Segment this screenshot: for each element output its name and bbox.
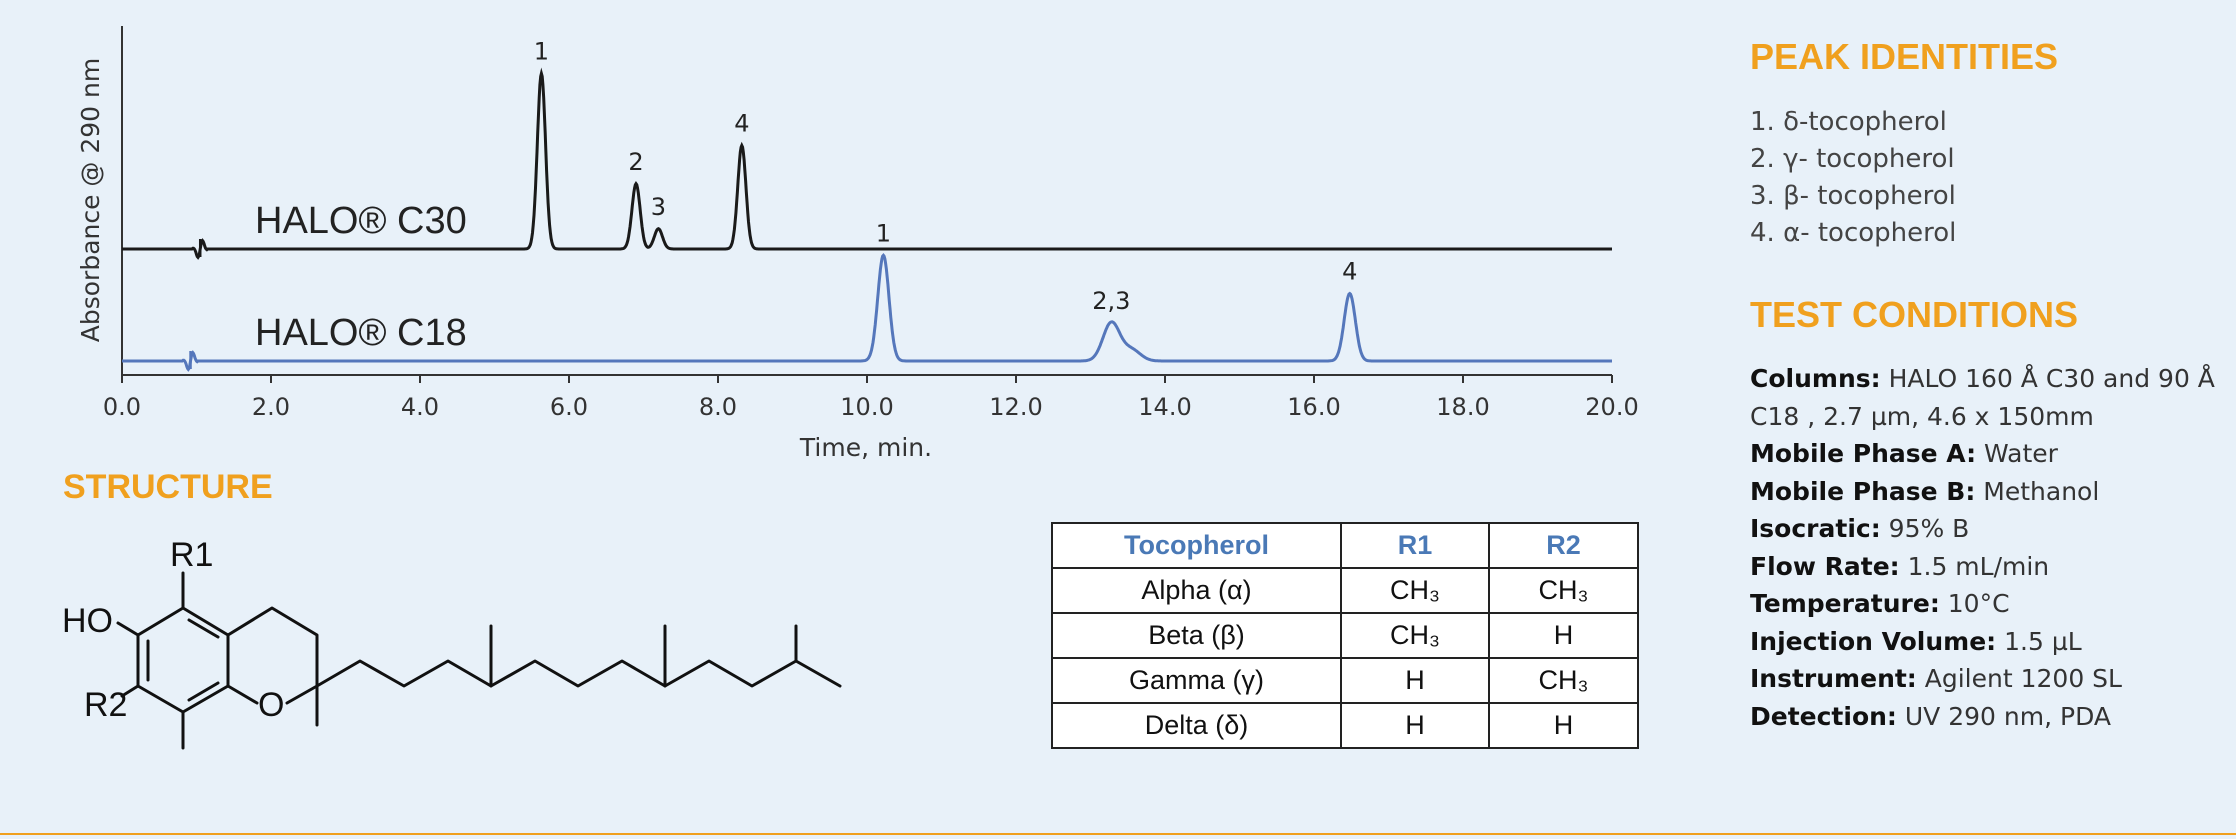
x-tick-label: 6.0 <box>550 393 588 421</box>
table-header-row: Tocopherol R1 R2 <box>1051 522 1639 569</box>
substituent-table: Tocopherol R1 R2 Alpha (α) CH₃ CH₃ Beta … <box>1051 522 1639 749</box>
test-condition-label: Detection: <box>1750 701 1897 731</box>
peak-label: 2 <box>628 148 643 176</box>
series-trace: 1 2,3 4 HALO® C18 <box>122 219 1612 372</box>
table-cell: Gamma (γ) <box>1051 657 1342 704</box>
test-condition-value: UV 290 nm, PDA <box>1896 701 2111 731</box>
test-conditions-heading: TEST CONDITIONS <box>1750 294 2079 335</box>
peak-identity-item: 1. δ-tocopherol <box>1750 107 1947 137</box>
x-tick-label: 12.0 <box>989 393 1042 421</box>
table-cell: H <box>1340 657 1490 704</box>
table-row: Beta (β) CH₃ H <box>1051 612 1639 659</box>
footer-divider <box>0 833 2236 835</box>
table-cell: H <box>1488 702 1639 749</box>
x-tick-label: 4.0 <box>401 393 439 421</box>
test-condition-label: Mobile Phase A: <box>1750 439 1977 468</box>
chromatogram-traces: 1 23 4 HALO® C30 1 2,3 4 HALO® C18 <box>122 38 1612 372</box>
x-axis-title: Time, min. <box>799 433 932 462</box>
hydroxyl-label: HO <box>62 602 113 640</box>
ring-oxygen-label: O <box>258 686 284 724</box>
x-axis-ticks: 0.0 2.0 4.0 6.0 8.0 10.0 12.0 14.0 16.0 18.0 20.0 <box>103 375 1639 421</box>
table-cell: Alpha (α) <box>1051 567 1342 614</box>
table-cell: H <box>1340 702 1490 749</box>
table-cell: CH₃ <box>1488 567 1639 614</box>
peak-label: 2,3 <box>1092 287 1130 315</box>
r1-label: R1 <box>170 536 213 574</box>
test-condition-value: Water <box>1976 439 2058 468</box>
table-cell: CH₃ <box>1340 567 1490 614</box>
peak-identity-item: 3. β- tocopherol <box>1750 181 1956 211</box>
x-tick-label: 10.0 <box>840 393 893 421</box>
table-row: Alpha (α) CH₃ CH₃ <box>1051 567 1639 614</box>
peak-identities-heading: PEAK IDENTITIES <box>1750 36 2059 77</box>
table-cell: Beta (β) <box>1051 612 1342 659</box>
test-condition-item: Instrument: Agilent 1200 SL <box>1750 660 2220 698</box>
column-header: R1 <box>1340 522 1490 569</box>
x-tick-label: 20.0 <box>1585 393 1638 421</box>
test-condition-value: 95% B <box>1880 514 1970 543</box>
test-condition-label: Columns: <box>1750 364 1881 393</box>
test-condition-label: Instrument: <box>1750 664 1917 693</box>
series-name-label: HALO® C18 <box>255 312 467 354</box>
table-row: Gamma (γ) H CH₃ <box>1051 657 1639 704</box>
structure-heading: STRUCTURE <box>63 468 273 506</box>
series-line <box>122 252 1612 372</box>
series-line <box>122 67 1612 260</box>
peak-label: 4 <box>1342 258 1357 286</box>
x-tick-label: 2.0 <box>252 393 290 421</box>
series-name-label: HALO® C30 <box>255 200 467 242</box>
x-tick-label: 14.0 <box>1138 393 1191 421</box>
table-row: Delta (δ) H H <box>1051 702 1639 749</box>
test-conditions-list: Columns: HALO 160 Å C30 and 90 Å C18 , 2… <box>1750 360 2220 735</box>
tocopherol-structure: R1 HO R2 O <box>62 536 842 750</box>
peak-label: 1 <box>534 38 549 66</box>
test-condition-label: Mobile Phase B: <box>1750 476 1976 506</box>
test-condition-item: Flow Rate: 1.5 mL/min <box>1750 548 2220 586</box>
phytyl-tail-bonds <box>315 659 842 688</box>
peak-label: 4 <box>734 110 749 138</box>
test-condition-label: Isocratic: <box>1750 514 1881 543</box>
test-condition-value: 1.5 mL/min <box>1899 551 2050 581</box>
pyran-ring-bonds <box>226 606 319 705</box>
test-condition-item: Detection: UV 290 nm, PDA <box>1750 698 2220 736</box>
test-condition-item: Columns: HALO 160 Å C30 and 90 Å C18 , 2… <box>1750 360 2220 435</box>
series-trace: 1 23 4 HALO® C30 <box>122 38 1612 260</box>
y-axis-title: Absorbance @ 290 nm <box>76 58 105 343</box>
table-cell: H <box>1488 612 1639 659</box>
x-tick-label: 0.0 <box>103 393 141 421</box>
test-condition-item: Injection Volume: 1.5 µL <box>1750 623 2220 661</box>
test-condition-item: Isocratic: 95% B <box>1750 510 2220 548</box>
r2-label: R2 <box>84 686 127 724</box>
peak-label: 3 <box>651 193 666 221</box>
column-header: R2 <box>1488 522 1639 569</box>
peak-identities-list: 1. δ-tocopherol 2. γ- tocopherol 3. β- toc… <box>1750 104 1956 252</box>
table-cell: CH₃ <box>1340 612 1490 659</box>
test-condition-label: Injection Volume: <box>1750 626 1997 656</box>
test-condition-value: HALO 160 Å C30 and 90 Å C18 , 2.7 µm, 4.… <box>1750 364 2215 431</box>
test-condition-value: Agilent 1200 SL <box>1916 664 2122 693</box>
x-tick-label: 16.0 <box>1287 393 1340 421</box>
table-cell: CH₃ <box>1488 657 1639 704</box>
test-condition-value: 10°C <box>1939 589 2010 618</box>
table-cell: Delta (δ) <box>1051 702 1342 749</box>
aromatic-ring-bonds <box>136 606 230 714</box>
test-condition-value: Methanol <box>1975 476 2100 506</box>
test-condition-item: Temperature: 10°C <box>1750 585 2220 623</box>
x-tick-label: 8.0 <box>699 393 737 421</box>
x-tick-label: 18.0 <box>1436 393 1489 421</box>
peak-identity-item: 4. α- tocopherol <box>1750 218 1957 248</box>
test-condition-label: Flow Rate: <box>1750 551 1900 581</box>
column-header: Tocopherol <box>1051 522 1342 569</box>
peak-identity-item: 2. γ- tocopherol <box>1750 144 1955 174</box>
test-condition-item: Mobile Phase B: Methanol <box>1750 473 2220 511</box>
chromatogram-chart: 0.0 2.0 4.0 6.0 8.0 10.0 12.0 14.0 16.0 18.0 2 0.0 … <box>76 26 1639 462</box>
peak-label: 1 <box>876 219 891 247</box>
test-condition-label: Temperature: <box>1750 589 1940 618</box>
test-condition-value: 1.5 µL <box>1996 626 2082 656</box>
test-condition-item: Mobile Phase A: Water <box>1750 435 2220 473</box>
